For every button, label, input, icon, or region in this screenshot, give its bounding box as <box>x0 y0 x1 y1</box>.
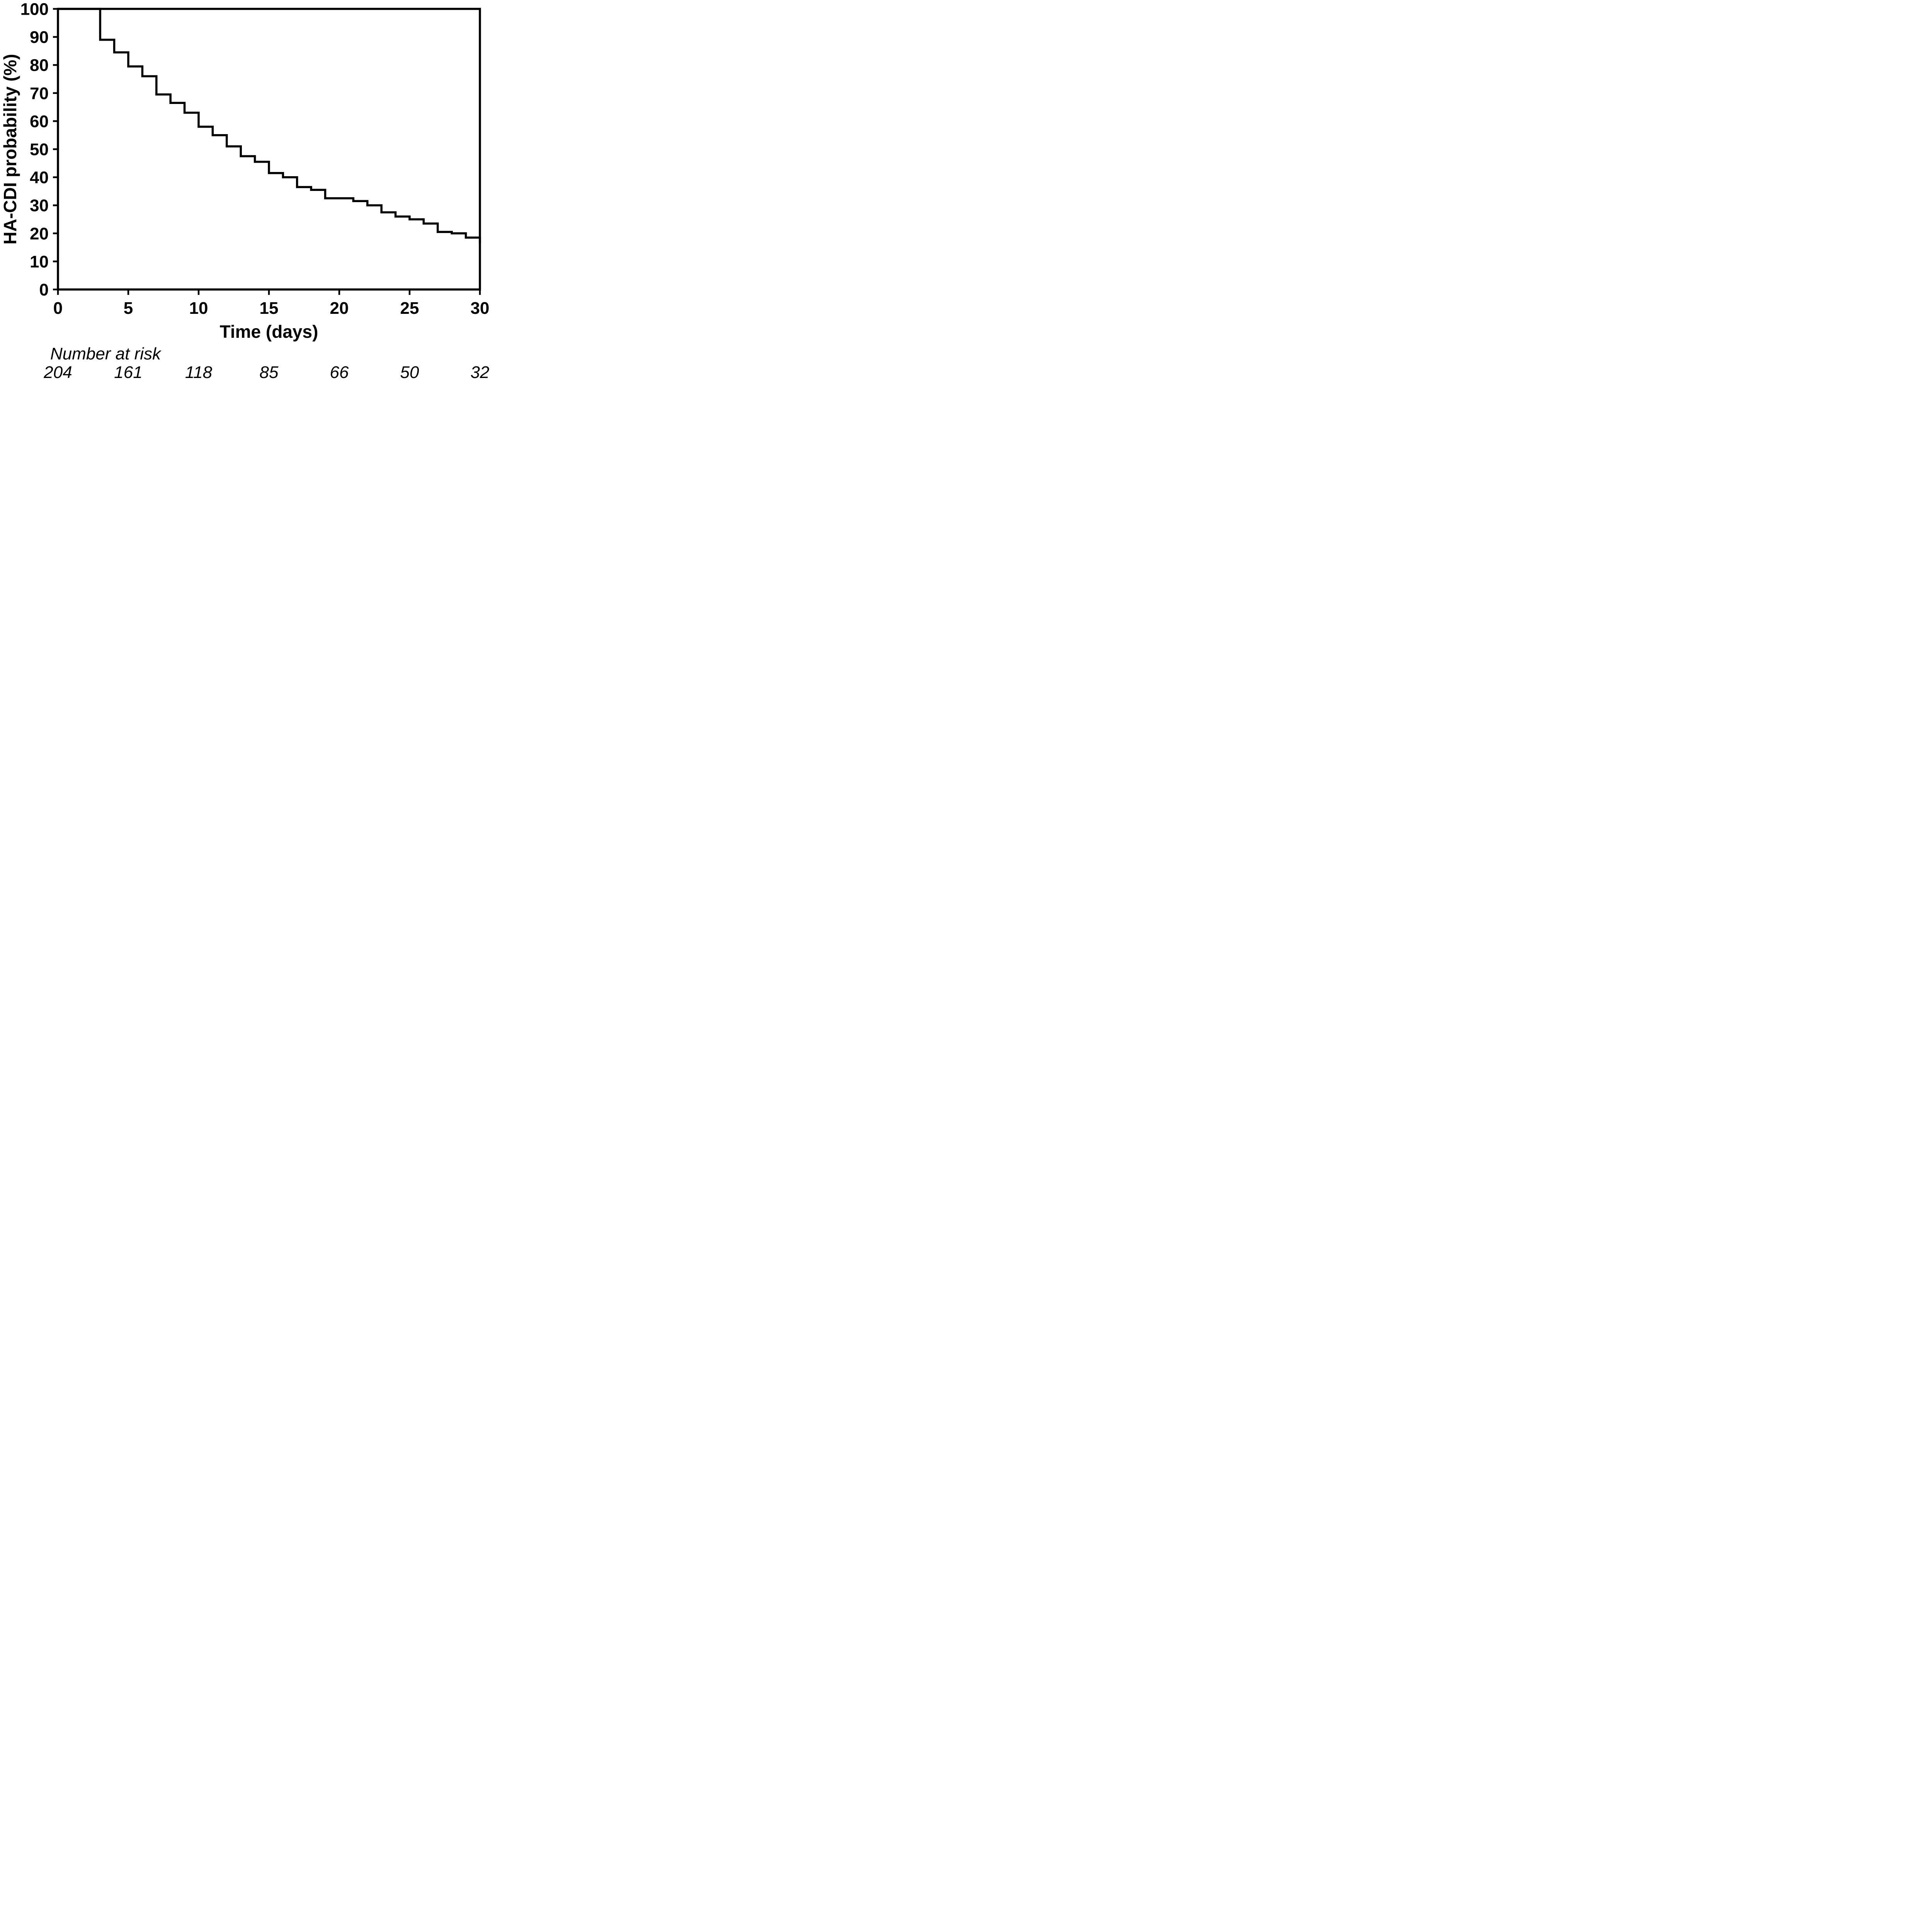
y-tick-label: 70 <box>30 84 49 103</box>
number-at-risk-label: Number at risk <box>50 344 162 363</box>
y-tick-label: 60 <box>30 112 49 131</box>
y-axis-tick-labels: 0 10 20 30 40 50 60 70 80 90 100 <box>20 0 49 300</box>
y-tick-label: 50 <box>30 140 49 159</box>
number-at-risk-value: 204 <box>43 363 72 382</box>
x-tick-label: 20 <box>330 299 349 318</box>
number-at-risk-value: 85 <box>260 363 279 382</box>
y-tick-label: 90 <box>30 28 49 47</box>
y-tick-label: 100 <box>20 0 49 19</box>
y-tick-label: 20 <box>30 224 49 243</box>
number-at-risk-value: 32 <box>471 363 490 382</box>
number-at-risk-value: 50 <box>400 363 419 382</box>
y-tick-label: 30 <box>30 196 49 215</box>
plot-frame <box>57 8 481 291</box>
number-at-risk-value: 118 <box>185 363 213 382</box>
number-at-risk-value: 161 <box>114 363 142 382</box>
y-tick-label: 0 <box>39 281 49 300</box>
x-axis-title: Time (days) <box>220 322 318 342</box>
y-tick-label: 10 <box>30 252 49 271</box>
km-survival-figure: 0 10 20 30 40 50 60 70 80 90 100 0 5 10 15 20 25 30 HA-C… <box>0 0 491 383</box>
km-chart-canvas: 0 10 20 30 40 50 60 70 80 90 100 0 5 10 15 20 25 30 HA-C… <box>0 0 490 382</box>
number-at-risk-value: 66 <box>330 363 349 382</box>
y-axis-ticks <box>53 8 58 291</box>
x-tick-label: 10 <box>189 299 208 318</box>
km-step-curve <box>58 8 481 243</box>
x-axis-ticks <box>57 289 481 295</box>
x-tick-label: 15 <box>260 299 279 318</box>
y-tick-label: 80 <box>30 56 49 75</box>
number-at-risk-values: 204 161 118 85 66 50 32 <box>43 363 489 382</box>
x-tick-label: 5 <box>124 299 133 318</box>
x-tick-label: 30 <box>471 299 490 318</box>
x-tick-label: 0 <box>53 299 63 318</box>
y-tick-label: 40 <box>30 168 49 187</box>
x-axis-tick-labels: 0 5 10 15 20 25 30 <box>53 299 490 318</box>
y-axis-title: HA-CDI probability (%) <box>0 54 20 244</box>
x-tick-label: 25 <box>400 299 419 318</box>
